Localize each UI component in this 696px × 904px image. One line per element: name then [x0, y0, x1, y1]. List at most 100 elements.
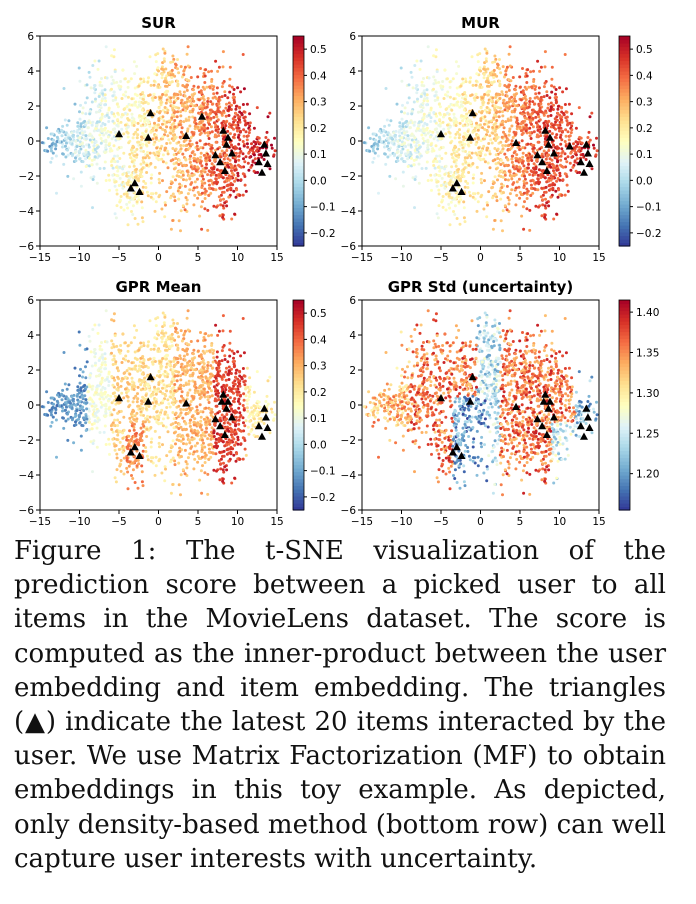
data-point	[166, 108, 170, 112]
data-point	[400, 110, 403, 114]
data-point	[434, 90, 438, 94]
data-point	[504, 105, 508, 109]
data-point	[383, 124, 387, 128]
data-point	[115, 468, 119, 472]
data-point	[93, 348, 97, 351]
data-point	[484, 57, 488, 61]
data-point	[76, 124, 80, 128]
data-point	[92, 86, 96, 90]
data-point	[375, 142, 379, 146]
data-point	[466, 143, 470, 147]
data-point	[518, 196, 522, 200]
data-point	[444, 151, 448, 155]
data-point	[486, 130, 490, 134]
data-point	[191, 88, 195, 92]
data-point	[164, 67, 168, 71]
data-point	[459, 140, 463, 144]
data-point	[97, 95, 101, 98]
data-point	[88, 156, 91, 160]
data-point	[193, 164, 197, 168]
data-point	[453, 144, 457, 148]
data-point	[438, 137, 442, 141]
data-point	[490, 80, 493, 84]
data-point	[186, 129, 189, 133]
data-point	[136, 194, 140, 198]
data-point	[413, 120, 417, 124]
data-point	[88, 132, 92, 136]
data-point	[501, 110, 504, 114]
data-point	[475, 153, 479, 157]
data-point	[492, 181, 496, 185]
data-point	[139, 148, 143, 152]
data-point	[66, 412, 69, 416]
data-point	[78, 110, 81, 114]
data-point	[112, 48, 116, 52]
scatter-panel-2: MUR−15 −10 −5 0 5 10 15−6−4−20246−0.2−0.10.00.…	[341, 14, 662, 264]
data-point	[417, 181, 421, 185]
y-tick-label: 4	[27, 66, 34, 78]
interacted-item-marker	[115, 130, 123, 138]
data-point	[182, 105, 186, 109]
data-point	[555, 118, 559, 122]
data-point	[513, 107, 517, 111]
data-point	[102, 430, 106, 434]
data-point	[479, 177, 483, 181]
data-point	[103, 88, 107, 92]
data-point	[433, 128, 437, 131]
colorbar-segment	[293, 158, 304, 163]
data-point	[406, 157, 410, 161]
data-point	[53, 406, 57, 410]
data-point	[206, 173, 210, 177]
data-point	[137, 367, 141, 371]
data-point	[491, 185, 495, 189]
data-point	[560, 138, 564, 142]
data-point	[511, 136, 515, 139]
data-point	[434, 48, 438, 52]
data-point	[538, 147, 542, 151]
data-point	[136, 397, 140, 401]
data-point	[462, 116, 466, 120]
data-point	[70, 395, 74, 399]
data-point	[126, 389, 130, 393]
data-point	[511, 99, 515, 103]
data-point	[424, 133, 428, 137]
data-point	[429, 120, 433, 123]
data-point	[239, 150, 243, 153]
data-point	[130, 210, 133, 213]
data-point	[122, 446, 126, 450]
data-point	[164, 203, 167, 207]
data-point	[190, 142, 194, 146]
data-point	[156, 66, 160, 70]
scatter-panel-3: GPR Mean−15 −10 −5 0 5 10 15−6−4−20246−0.2−0.1…	[19, 278, 336, 528]
data-point	[555, 133, 559, 137]
data-point	[79, 367, 82, 371]
data-point	[97, 323, 101, 327]
data-point	[104, 407, 108, 411]
data-point	[501, 229, 504, 233]
colorbar-segment	[293, 165, 304, 170]
data-point	[116, 118, 120, 122]
data-point	[420, 133, 424, 137]
colorbar-segment	[619, 78, 630, 83]
data-point	[102, 133, 106, 137]
data-point	[518, 190, 522, 194]
data-point	[181, 108, 185, 112]
data-point	[148, 319, 152, 323]
data-point	[74, 139, 78, 143]
data-point	[64, 395, 68, 399]
data-point	[524, 129, 528, 133]
data-point	[85, 96, 89, 100]
data-point	[213, 135, 217, 139]
data-point	[426, 138, 430, 142]
data-point	[455, 72, 459, 76]
data-point	[556, 168, 560, 172]
data-point	[487, 125, 491, 129]
data-point	[239, 129, 242, 133]
data-point	[450, 196, 454, 200]
data-point	[550, 65, 554, 69]
data-point	[461, 124, 465, 128]
data-point	[430, 178, 433, 182]
data-point	[108, 452, 111, 456]
data-point	[98, 133, 102, 137]
colorbar-segment	[619, 106, 630, 111]
